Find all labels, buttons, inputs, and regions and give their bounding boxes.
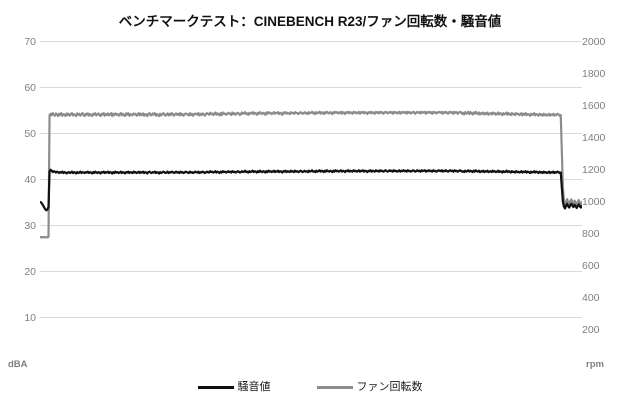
legend-item-fan: ファン回転数 <box>316 381 423 393</box>
left-axis: 70 60 50 40 30 20 10 dBA <box>0 0 36 410</box>
right-axis-tick: 400 <box>582 292 600 304</box>
right-axis-tick: 1200 <box>582 164 606 176</box>
left-axis-tick: 50 <box>24 128 36 140</box>
right-axis-tick: 2000 <box>582 36 606 48</box>
right-axis-tick: 1600 <box>582 100 606 112</box>
plot-area <box>40 41 582 363</box>
legend-swatch-noise <box>197 385 234 389</box>
left-axis-unit-label: dBA <box>8 359 28 370</box>
left-axis-tick: 70 <box>24 36 36 48</box>
chart-legend: 騒音値 ファン回転数 <box>0 381 620 393</box>
legend-swatch-fan <box>316 385 353 389</box>
left-axis-tick: 30 <box>24 220 36 232</box>
noise-level-series <box>40 168 582 212</box>
chart-title: ベンチマークテスト：CINEBENCH R23/ファン回転数・騒音値 <box>118 14 502 29</box>
gridlines <box>40 41 582 363</box>
right-axis-tick: 1400 <box>582 132 606 144</box>
right-axis-unit-label: rpm <box>586 359 604 370</box>
legend-label-noise: 騒音値 <box>237 381 271 393</box>
gridline <box>40 133 582 134</box>
right-axis-tick: 200 <box>582 324 600 336</box>
gridline <box>40 41 582 42</box>
gridline <box>40 87 582 88</box>
left-axis-tick: 10 <box>24 312 36 324</box>
series-layer <box>40 110 582 239</box>
right-axis-tick: 1800 <box>582 68 606 80</box>
left-axis-tick: 20 <box>24 266 36 278</box>
gridline <box>40 225 582 226</box>
left-axis-tick: 60 <box>24 82 36 94</box>
gridline <box>40 179 582 180</box>
right-axis-tick: 600 <box>582 260 600 272</box>
right-axis: 2000 1800 1600 1400 1200 1000 800 600 40… <box>582 0 620 410</box>
right-axis-tick: 1000 <box>582 196 606 208</box>
left-axis-tick: 40 <box>24 174 36 186</box>
fan-speed-series <box>40 110 582 239</box>
legend-label-fan: ファン回転数 <box>356 381 423 393</box>
right-axis-tick: 800 <box>582 228 600 240</box>
gridline <box>40 271 582 272</box>
legend-item-noise: 騒音値 <box>197 381 271 393</box>
gridline <box>40 317 582 318</box>
